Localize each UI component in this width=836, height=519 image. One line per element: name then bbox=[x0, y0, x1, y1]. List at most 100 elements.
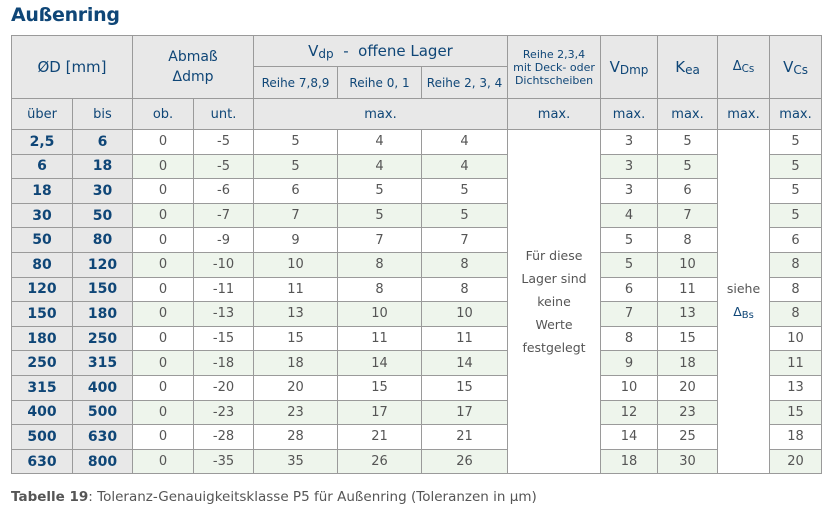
table-row: 6 18 0 -5 5 4 4 3 5 5 bbox=[11, 153, 823, 180]
cell-vdp-01: 5 bbox=[337, 202, 422, 229]
header-abmass: Abmaß Δdmp bbox=[132, 35, 254, 99]
cell-unt: -5 bbox=[193, 129, 254, 155]
siehe-bs-note: siehe ΔBs bbox=[717, 128, 771, 475]
cell-vdp-01: 8 bbox=[337, 251, 422, 278]
abmass-sub: dmp bbox=[182, 69, 214, 85]
cell-ueber: 315 bbox=[11, 374, 73, 401]
cell-vdp-234: 8 bbox=[420, 251, 509, 278]
cell-bis: 50 bbox=[72, 202, 133, 229]
cell-bis: 400 bbox=[72, 374, 133, 401]
cell-vcs: 8 bbox=[769, 301, 823, 327]
dcs-sub: Cs bbox=[741, 63, 755, 75]
delta-symbol: Δ bbox=[733, 303, 742, 319]
note-line: Werte bbox=[535, 317, 573, 333]
cell-vdp-789: 11 bbox=[253, 276, 338, 303]
cell-vcs: 18 bbox=[769, 424, 823, 450]
cell-vdp-234: 4 bbox=[420, 129, 509, 155]
cell-vdmp: 9 bbox=[600, 350, 659, 376]
vdmp-symbol: V bbox=[609, 57, 620, 76]
cell-kea: 8 bbox=[657, 227, 719, 253]
cell-vcs: 13 bbox=[769, 374, 823, 401]
deck-line-1: Reihe 2,3,4 bbox=[522, 47, 586, 61]
cell-bis: 18 bbox=[72, 153, 133, 180]
cell-unt: -35 bbox=[193, 448, 254, 475]
vdmp-sub: Dmp bbox=[619, 62, 649, 77]
cell-vdp-234: 5 bbox=[420, 178, 509, 204]
cell-vdp-789: 6 bbox=[253, 178, 338, 204]
cell-vdmp: 4 bbox=[600, 202, 659, 229]
header-unt: unt. bbox=[193, 98, 254, 130]
header-max-kea: max. bbox=[657, 98, 719, 130]
cell-kea: 6 bbox=[657, 178, 719, 204]
cell-ob: 0 bbox=[132, 399, 194, 426]
table-row: 500 630 0 -28 28 21 21 14 25 18 bbox=[11, 424, 823, 450]
cell-unt: -18 bbox=[193, 350, 254, 376]
header-max-vdp: max. bbox=[252, 98, 509, 130]
cell-vcs: 11 bbox=[769, 350, 823, 376]
cell-vdmp: 14 bbox=[600, 424, 659, 450]
delta-symbol: Δ bbox=[172, 69, 183, 85]
table-row: 180 250 0 -15 15 11 11 8 15 10 bbox=[11, 325, 823, 352]
cell-vdp-789: 20 bbox=[253, 374, 338, 401]
cell-vdp-01: 11 bbox=[337, 325, 422, 352]
siehe-text: siehe bbox=[726, 280, 761, 296]
cell-unt: -11 bbox=[193, 276, 254, 303]
cell-unt: -9 bbox=[193, 227, 254, 253]
cell-vdp-789: 13 bbox=[253, 301, 338, 327]
cell-ob: 0 bbox=[132, 227, 194, 253]
cell-unt: -13 bbox=[193, 301, 254, 327]
cell-kea: 10 bbox=[657, 251, 719, 278]
header-deck: Reihe 2,3,4 mit Deck- oder Dichtscheiben bbox=[507, 35, 602, 99]
cell-vcs: 5 bbox=[769, 153, 823, 180]
deck-line-3: Dichtscheiben bbox=[514, 73, 594, 87]
dcs-symbol: Δ bbox=[732, 59, 742, 74]
table-row: 18 30 0 -6 6 5 5 3 6 5 bbox=[11, 178, 823, 204]
cell-ob: 0 bbox=[132, 301, 194, 327]
cell-vcs: 5 bbox=[769, 202, 823, 229]
cell-vdmp: 3 bbox=[600, 178, 659, 204]
table-row: 150 180 0 -13 13 10 10 7 13 8 bbox=[11, 301, 823, 327]
cell-vcs: 20 bbox=[769, 448, 823, 475]
cell-vdp-01: 15 bbox=[337, 374, 422, 401]
header-vcs: VCs bbox=[769, 35, 823, 99]
note-line: Für diese bbox=[525, 248, 583, 264]
caption-label: Tabelle 19 bbox=[11, 489, 89, 505]
cell-vdmp: 3 bbox=[600, 153, 659, 180]
cell-vcs: 5 bbox=[769, 129, 823, 155]
cell-vdp-01: 4 bbox=[337, 153, 422, 180]
cell-bis: 315 bbox=[72, 350, 133, 376]
vdp-label: - offene Lager bbox=[333, 41, 453, 60]
cell-bis: 250 bbox=[72, 325, 133, 352]
cell-ueber: 6 bbox=[11, 153, 73, 180]
vcs-sub: Cs bbox=[793, 62, 808, 77]
cell-vdp-234: 14 bbox=[420, 350, 509, 376]
table-row: 400 500 0 -23 23 17 17 12 23 15 bbox=[11, 399, 823, 426]
cell-ueber: 18 bbox=[11, 178, 73, 204]
cell-vdp-01: 26 bbox=[337, 448, 422, 475]
header-max-vdmp: max. bbox=[600, 98, 659, 130]
cell-unt: -28 bbox=[193, 424, 254, 450]
section-title: Außenring bbox=[11, 4, 120, 26]
cell-vdp-789: 18 bbox=[253, 350, 338, 376]
cell-vcs: 6 bbox=[769, 227, 823, 253]
deck-line-2: mit Deck- oder bbox=[513, 60, 595, 74]
cell-ob: 0 bbox=[132, 325, 194, 352]
header-reihe-01: Reihe 0, 1 bbox=[337, 66, 422, 99]
kea-symbol: K bbox=[675, 57, 686, 76]
cell-kea: 25 bbox=[657, 424, 719, 450]
header-vdmp: VDmp bbox=[600, 35, 659, 99]
cell-vdp-789: 5 bbox=[253, 129, 338, 155]
cell-unt: -7 bbox=[193, 202, 254, 229]
cell-vdp-01: 17 bbox=[337, 399, 422, 426]
cell-vdp-234: 21 bbox=[420, 424, 509, 450]
cell-ueber: 630 bbox=[11, 448, 73, 475]
cell-vdmp: 18 bbox=[600, 448, 659, 475]
header-max-deck: max. bbox=[507, 98, 602, 130]
table-row: 50 80 0 -9 9 7 7 5 8 6 bbox=[11, 227, 823, 253]
header-dcs: ΔCs bbox=[717, 35, 771, 99]
cell-vdp-234: 4 bbox=[420, 153, 509, 180]
cell-vdmp: 12 bbox=[600, 399, 659, 426]
header-max-vcs: max. bbox=[769, 98, 823, 130]
cell-vdp-01: 7 bbox=[337, 227, 422, 253]
cell-vdmp: 3 bbox=[600, 129, 659, 155]
